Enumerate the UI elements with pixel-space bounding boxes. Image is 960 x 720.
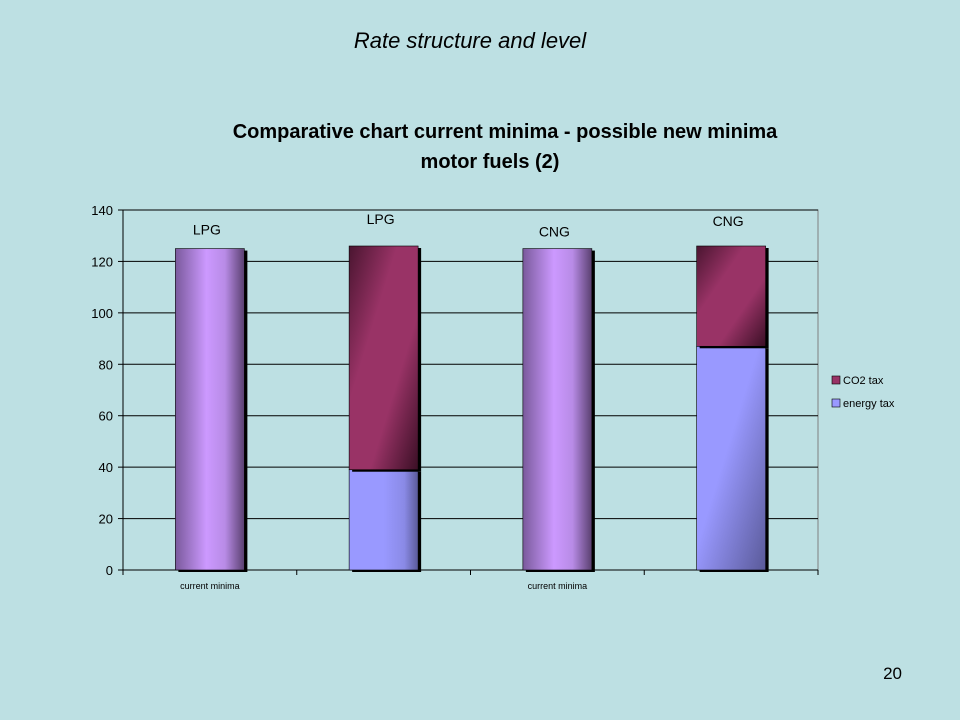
bar-label: LPG xyxy=(193,222,221,238)
x-axis: current minima current minima xyxy=(122,569,819,591)
chart-title-line-1: Comparative chart current minima - possi… xyxy=(233,121,778,143)
bar-label: LPG xyxy=(367,211,395,227)
legend-label: energy tax xyxy=(843,398,895,410)
y-tick-label: 120 xyxy=(91,254,113,269)
bar-label: CNG xyxy=(539,224,570,240)
legend-swatch xyxy=(831,375,841,385)
bar-segment-co2-tax xyxy=(348,245,419,471)
y-tick-label: 20 xyxy=(99,512,113,527)
y-tick-label: 140 xyxy=(91,203,113,218)
legend-label: CO2 tax xyxy=(843,375,884,387)
bar-label: CNG xyxy=(713,213,744,229)
bar-labels: LPG LPG CNG CNG xyxy=(193,211,744,240)
legend: CO2 tax energy tax xyxy=(831,375,895,410)
y-tick-label: 0 xyxy=(106,563,113,578)
bar-segment-energy-tax xyxy=(348,469,419,571)
bars xyxy=(175,245,769,573)
chart-title-line-2: motor fuels (2) xyxy=(421,151,560,173)
y-tick-label: 40 xyxy=(99,460,113,475)
y-axis: 0 20 40 60 80 100 120 140 xyxy=(91,203,124,578)
y-tick-label: 60 xyxy=(99,409,113,424)
bar-current-minima xyxy=(175,248,245,571)
y-tick-label: 100 xyxy=(91,306,113,321)
bar-segment-energy-tax xyxy=(696,345,766,571)
slide-title: Rate structure and level xyxy=(353,28,587,53)
x-category-label: current minima xyxy=(180,581,240,591)
page-number: 20 xyxy=(883,664,902,683)
y-tick-label: 80 xyxy=(99,357,113,372)
x-category-label: current minima xyxy=(528,581,588,591)
legend-swatch xyxy=(831,398,841,408)
chart-title: Comparative chart current minima - possi… xyxy=(233,121,778,173)
bar-segment-co2-tax xyxy=(696,245,766,347)
bar-current-minima xyxy=(522,248,593,571)
